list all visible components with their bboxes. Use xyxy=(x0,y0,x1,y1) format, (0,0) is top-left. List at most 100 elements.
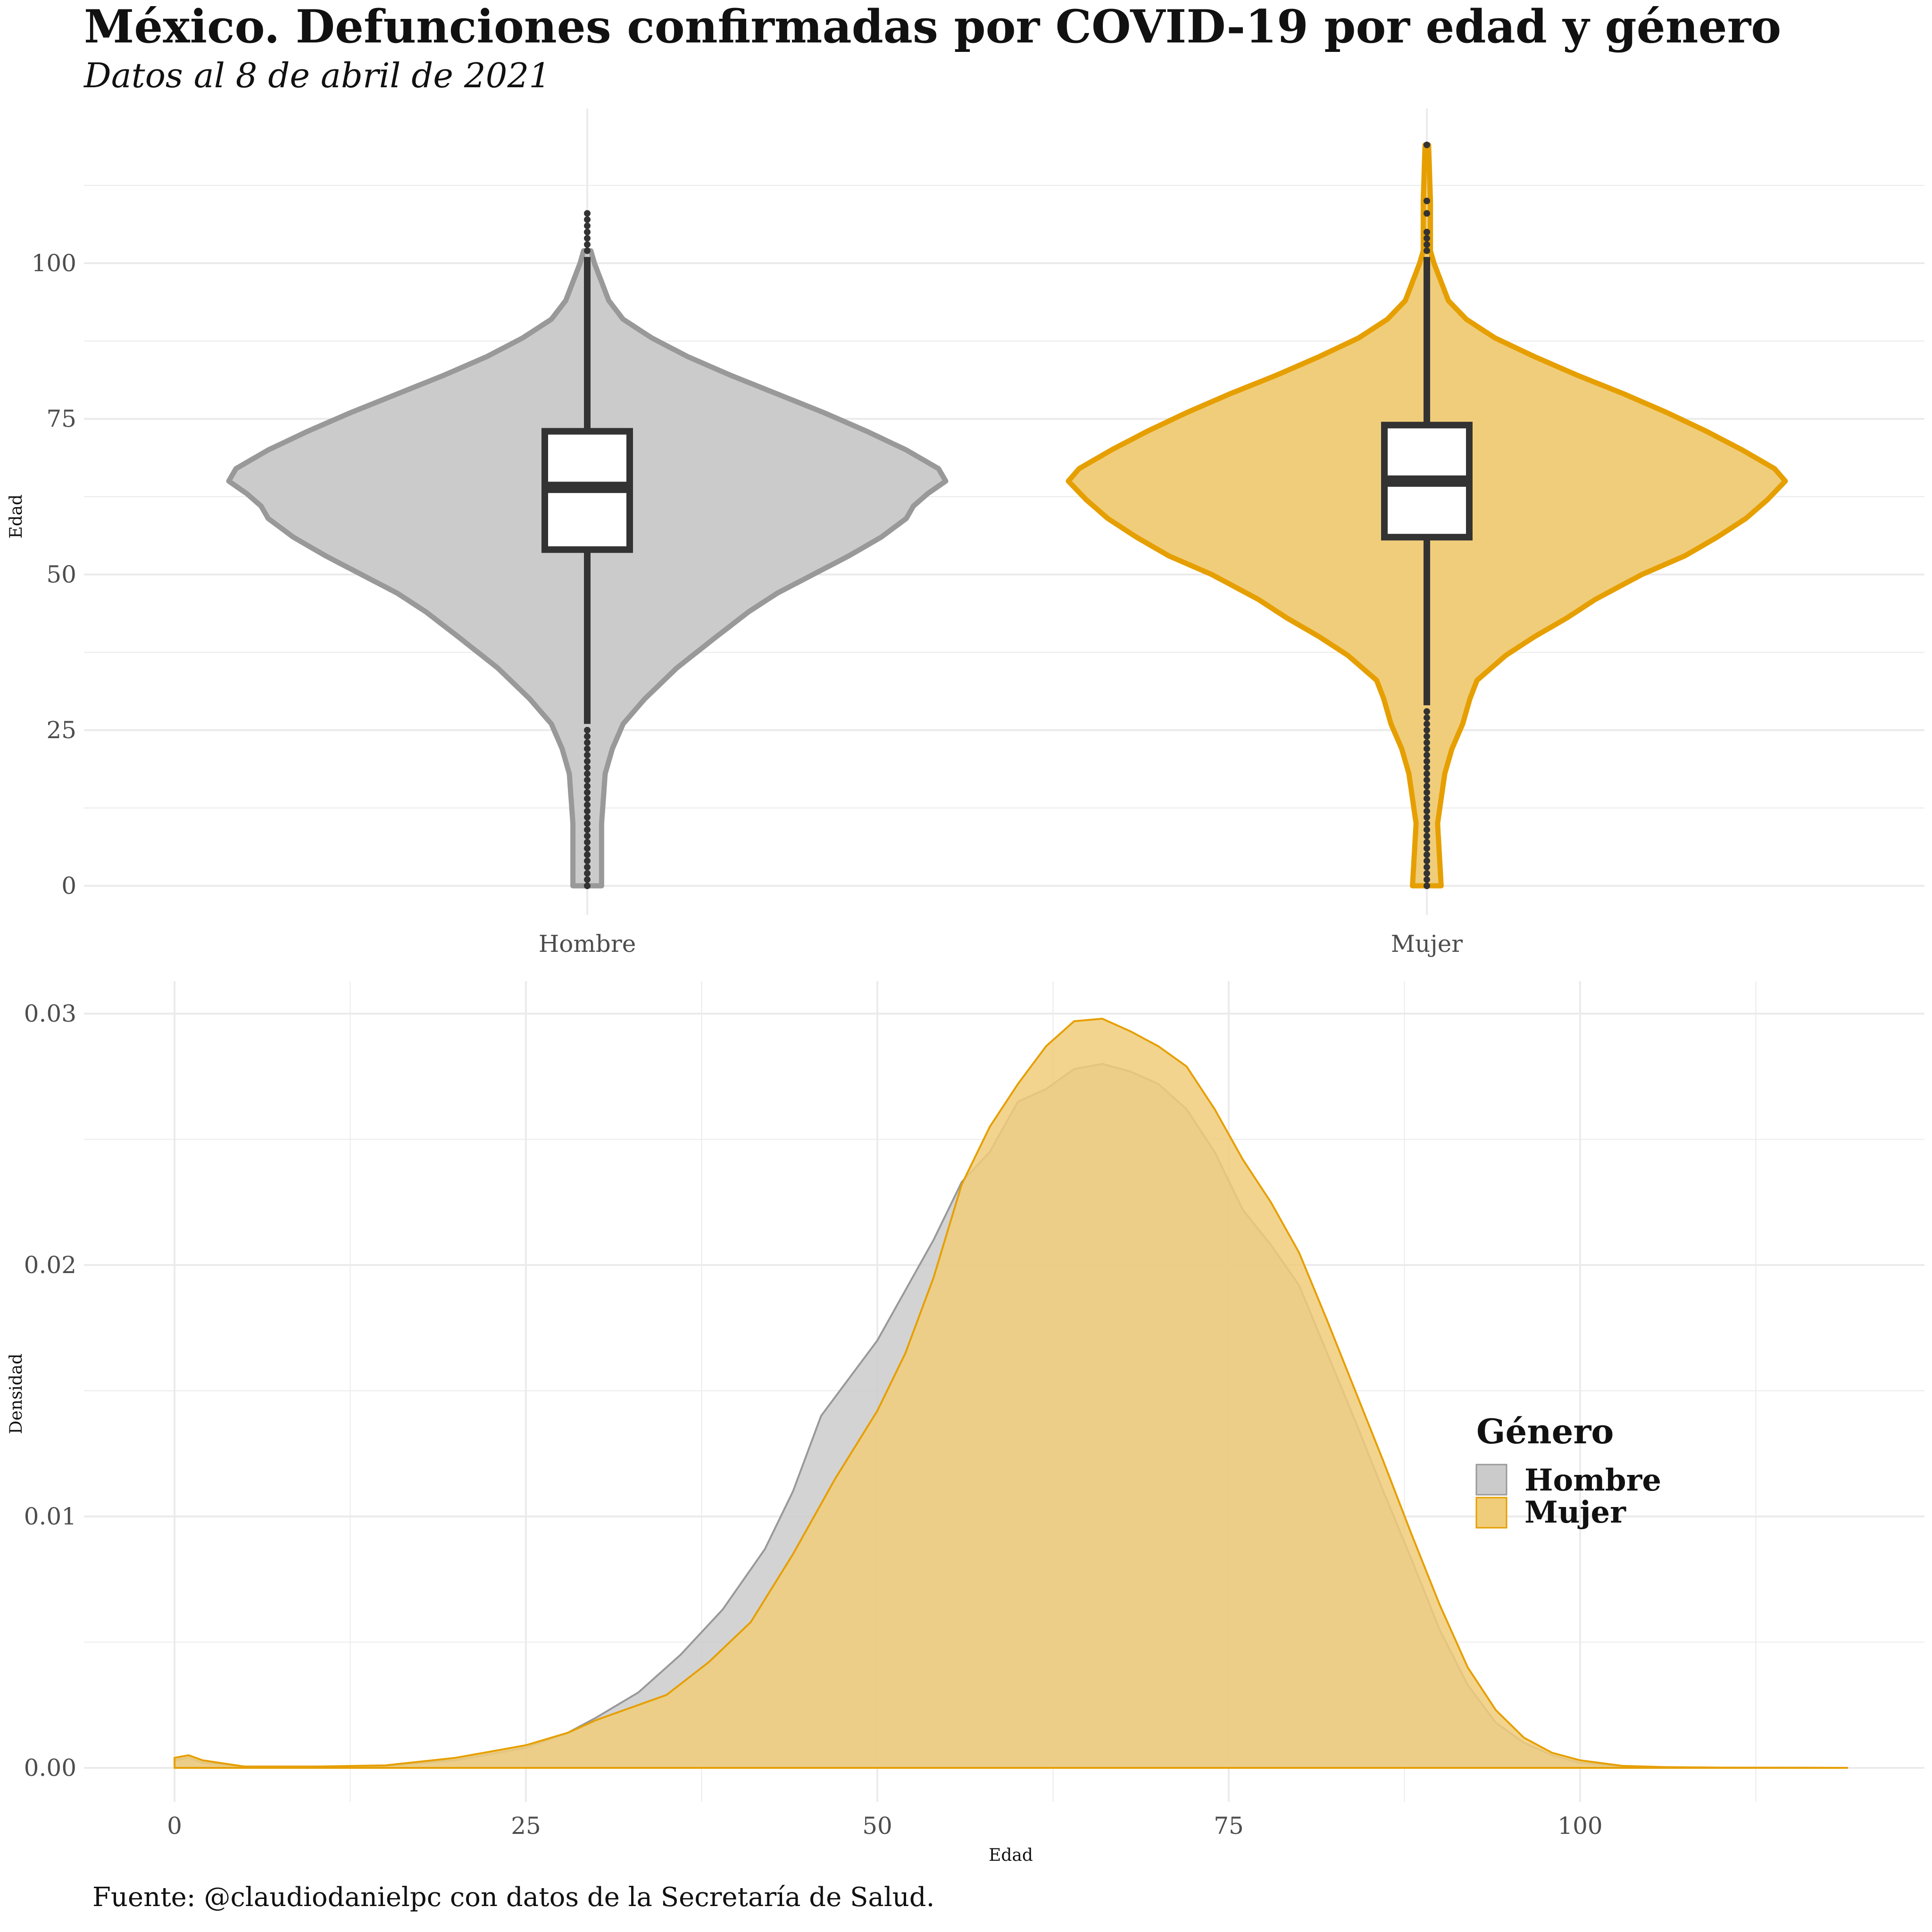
outlier-point xyxy=(584,789,591,796)
y-tick-label: 25 xyxy=(46,716,76,744)
x-tick-label: Hombre xyxy=(539,930,636,958)
outlier-point xyxy=(584,883,591,889)
chart-title: México. Defunciones confirmadas por COVI… xyxy=(84,0,1782,53)
violin-y-axis-title: Edad xyxy=(7,494,26,539)
y-tick-label: 0.01 xyxy=(24,1503,76,1530)
outlier-point xyxy=(584,222,591,229)
outlier-point xyxy=(584,801,591,808)
outlier-point xyxy=(584,795,591,802)
chart-subtitle: Datos al 8 de abril de 2021 xyxy=(84,56,551,95)
outlier-point xyxy=(1424,883,1430,889)
outlier-point xyxy=(584,833,591,840)
density-y-axis-title: Densidad xyxy=(7,1354,26,1434)
outlier-point xyxy=(1424,795,1430,802)
outlier-point xyxy=(584,229,591,235)
density-areas xyxy=(174,1017,1849,1769)
y-tick-label: 0.03 xyxy=(24,1000,76,1027)
outlier-point xyxy=(1424,870,1430,877)
outlier-point xyxy=(584,727,591,733)
outlier-point xyxy=(584,851,591,858)
legend-title: Género xyxy=(1476,1411,1614,1451)
outlier-point xyxy=(584,870,591,877)
legend-label-hombre: Hombre xyxy=(1524,1463,1661,1498)
x-tick-label: 100 xyxy=(1557,1812,1602,1840)
y-tick-label: 100 xyxy=(32,250,76,277)
density-x-tick-labels: 0 25 50 75 100 xyxy=(167,1812,1603,1840)
outlier-point xyxy=(1424,247,1430,254)
outlier-point xyxy=(1424,826,1430,833)
legend-swatch-hombre xyxy=(1475,1464,1507,1496)
outlier-point xyxy=(584,210,591,217)
outlier-point xyxy=(584,808,591,815)
violin-shapes xyxy=(226,142,1788,889)
outlier-point xyxy=(584,814,591,821)
density-area-mujer xyxy=(174,1017,1849,1769)
violin-x-tick-labels: Hombre Mujer xyxy=(539,930,1463,958)
outlier-point xyxy=(1424,745,1430,752)
outlier-point xyxy=(584,826,591,833)
outlier-point xyxy=(1424,764,1430,771)
outlier-point xyxy=(1424,727,1430,733)
outlier-point xyxy=(1424,142,1430,149)
y-tick-label: 0 xyxy=(61,872,76,899)
outlier-point xyxy=(584,864,591,871)
outlier-point xyxy=(1424,229,1430,235)
outlier-point xyxy=(1424,833,1430,840)
y-tick-label: 50 xyxy=(46,561,76,588)
x-tick-label: 25 xyxy=(511,1812,541,1840)
outlier-point xyxy=(1424,845,1430,852)
outlier-point xyxy=(1424,858,1430,865)
x-tick-label: 0 xyxy=(167,1812,182,1840)
outlier-point xyxy=(584,770,591,777)
outlier-point xyxy=(1424,801,1430,808)
outlier-point xyxy=(584,739,591,746)
legend-swatch-mujer xyxy=(1475,1497,1507,1529)
outlier-point xyxy=(1424,198,1430,204)
outlier-point xyxy=(1424,770,1430,777)
outlier-point xyxy=(1424,789,1430,796)
outlier-point xyxy=(1424,876,1430,883)
outlier-point xyxy=(1424,751,1430,758)
outlier-point xyxy=(1424,776,1430,783)
outlier-point xyxy=(1424,851,1430,858)
x-tick-label: 50 xyxy=(862,1812,892,1840)
x-tick-label: Mujer xyxy=(1391,930,1463,958)
density-y-tick-labels: 0.00 0.01 0.02 0.03 xyxy=(24,1000,76,1782)
outlier-point xyxy=(1424,739,1430,746)
outlier-point xyxy=(1424,864,1430,871)
outlier-point xyxy=(584,216,591,223)
outlier-point xyxy=(584,820,591,827)
outlier-point xyxy=(1424,235,1430,242)
outlier-point xyxy=(584,858,591,865)
violin-y-tick-labels: 0 25 50 75 100 xyxy=(32,250,76,899)
outlier-point xyxy=(584,745,591,752)
outlier-point xyxy=(1424,241,1430,248)
outlier-point xyxy=(584,845,591,852)
outlier-point xyxy=(1424,839,1430,846)
legend-label-mujer: Mujer xyxy=(1524,1495,1626,1530)
outlier-point xyxy=(584,241,591,248)
y-tick-label: 0.02 xyxy=(24,1251,76,1279)
outlier-point xyxy=(584,839,591,846)
outlier-point xyxy=(584,783,591,790)
outlier-point xyxy=(1424,758,1430,765)
y-tick-label: 75 xyxy=(46,405,76,433)
outlier-point xyxy=(584,758,591,765)
outlier-point xyxy=(584,764,591,771)
boxplots xyxy=(541,142,1473,889)
outlier-point xyxy=(584,876,591,883)
outlier-point xyxy=(584,751,591,758)
outlier-point xyxy=(584,776,591,783)
y-tick-label: 0.00 xyxy=(24,1754,76,1782)
x-tick-label: 75 xyxy=(1214,1812,1244,1840)
outlier-point xyxy=(1424,210,1430,217)
legend: Género Hombre Mujer xyxy=(1475,1411,1661,1530)
density-x-axis-title: Edad xyxy=(989,1846,1033,1865)
outlier-point xyxy=(1424,808,1430,815)
outlier-point xyxy=(1424,708,1430,715)
outlier-point xyxy=(1424,720,1430,727)
source-caption: Fuente: @claudiodanielpc con datos de la… xyxy=(92,1882,935,1913)
outlier-point xyxy=(1424,783,1430,790)
outlier-point xyxy=(584,247,591,254)
